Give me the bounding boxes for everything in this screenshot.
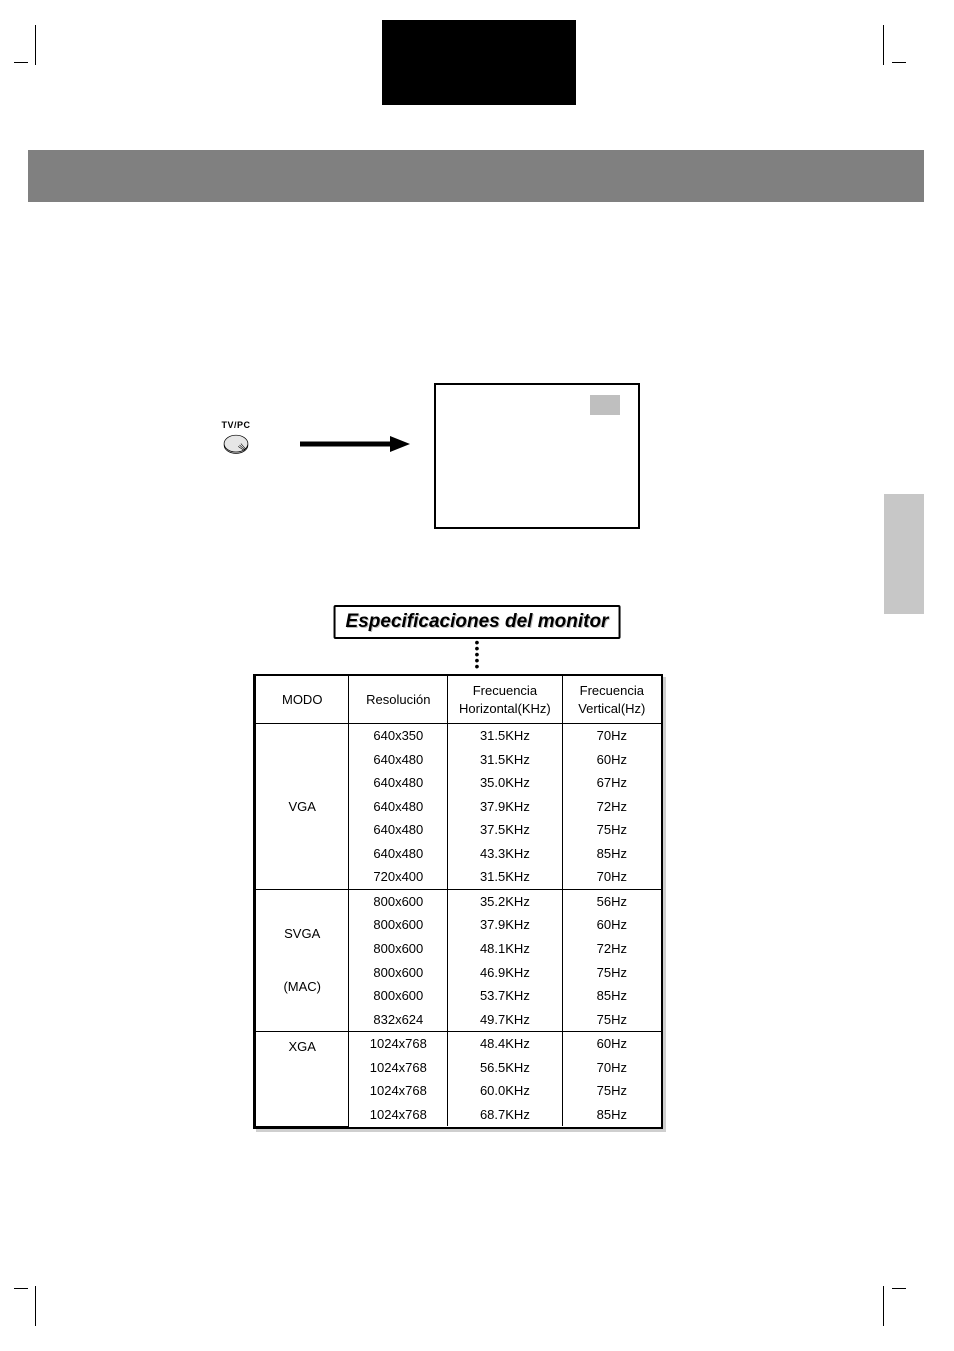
cell-fh: 48.4KHz — [448, 1032, 562, 1056]
cell-fv: 75Hz — [562, 961, 661, 985]
cell-res: 800x600 — [349, 889, 448, 913]
arrow-icon — [300, 436, 410, 452]
cell-res: 800x600 — [349, 937, 448, 961]
cell-fh: 48.1KHz — [448, 937, 562, 961]
cell-fh: 31.5KHz — [448, 865, 562, 889]
cell-fv: 75Hz — [562, 1008, 661, 1032]
cell-res: 640x480 — [349, 842, 448, 866]
tvpc-button-group: TV/PC — [210, 420, 262, 461]
cell-res: 800x600 — [349, 961, 448, 985]
cell-fv: 75Hz — [562, 1079, 661, 1103]
crop-mark — [35, 25, 36, 65]
cell-fh: 56.5KHz — [448, 1056, 562, 1080]
cell-fh: 31.5KHz — [448, 724, 562, 748]
cell-fh: 35.0KHz — [448, 771, 562, 795]
col-freq-v: FrecuenciaVertical(Hz) — [562, 676, 661, 724]
crop-mark — [14, 62, 28, 63]
cell-res: 640x480 — [349, 795, 448, 819]
cell-fh: 37.9KHz — [448, 913, 562, 937]
cell-fh: 46.9KHz — [448, 961, 562, 985]
tvpc-label: TV/PC — [210, 420, 262, 430]
vertical-dots: ••••• — [475, 640, 480, 670]
cell-fv: 72Hz — [562, 937, 661, 961]
crop-mark — [35, 1286, 36, 1326]
spec-table: MODO Resolución FrecuenciaHorizontal(KHz… — [253, 674, 663, 1129]
cell-fh: 49.7KHz — [448, 1008, 562, 1032]
header-black-tab — [382, 20, 576, 105]
cell-fh: 37.5KHz — [448, 818, 562, 842]
cell-fv: 56Hz — [562, 889, 661, 913]
crop-mark — [883, 1286, 884, 1326]
cell-fv: 72Hz — [562, 795, 661, 819]
cell-fh: 43.3KHz — [448, 842, 562, 866]
crop-mark — [14, 1288, 28, 1289]
cell-fv: 85Hz — [562, 842, 661, 866]
cell-fv: 60Hz — [562, 913, 661, 937]
osd-screen-box — [434, 383, 640, 529]
cell-res: 640x480 — [349, 748, 448, 772]
cell-res: 1024x768 — [349, 1079, 448, 1103]
cell-fv: 60Hz — [562, 748, 661, 772]
cell-fh: 35.2KHz — [448, 889, 562, 913]
cell-fh: 60.0KHz — [448, 1079, 562, 1103]
cell-res: 1024x768 — [349, 1056, 448, 1080]
cell-res: 720x400 — [349, 865, 448, 889]
cell-res: 800x600 — [349, 913, 448, 937]
cell-res: 800x600 — [349, 984, 448, 1008]
cell-res: 640x480 — [349, 818, 448, 842]
col-mode: MODO — [256, 676, 349, 724]
cell-fh: 37.9KHz — [448, 795, 562, 819]
cell-fh: 53.7KHz — [448, 984, 562, 1008]
cell-fv: 70Hz — [562, 724, 661, 748]
crop-mark — [892, 1288, 906, 1289]
cell-res: 1024x768 — [349, 1032, 448, 1056]
cell-res: 640x350 — [349, 724, 448, 748]
osd-indicator — [590, 395, 620, 415]
cell-res: 832x624 — [349, 1008, 448, 1032]
col-resolution: Resolución — [349, 676, 448, 724]
mode-cell: VGA — [256, 724, 349, 890]
mode-cell: XGA — [256, 1032, 349, 1127]
cell-fh: 68.7KHz — [448, 1103, 562, 1127]
col-freq-h: FrecuenciaHorizontal(KHz) — [448, 676, 562, 724]
remote-button-icon — [222, 434, 250, 456]
cell-fv: 85Hz — [562, 1103, 661, 1127]
cell-fv: 70Hz — [562, 865, 661, 889]
cell-fv: 67Hz — [562, 771, 661, 795]
cell-res: 1024x768 — [349, 1103, 448, 1127]
cell-fv: 75Hz — [562, 818, 661, 842]
side-grey-tab — [884, 494, 924, 614]
cell-res: 640x480 — [349, 771, 448, 795]
cell-fv: 60Hz — [562, 1032, 661, 1056]
cell-fh: 31.5KHz — [448, 748, 562, 772]
cell-fv: 70Hz — [562, 1056, 661, 1080]
header-grey-bar — [28, 150, 924, 202]
cell-fv: 85Hz — [562, 984, 661, 1008]
crop-mark — [892, 62, 906, 63]
mode-cell: SVGA (MAC) — [256, 889, 349, 1031]
crop-mark — [883, 25, 884, 65]
